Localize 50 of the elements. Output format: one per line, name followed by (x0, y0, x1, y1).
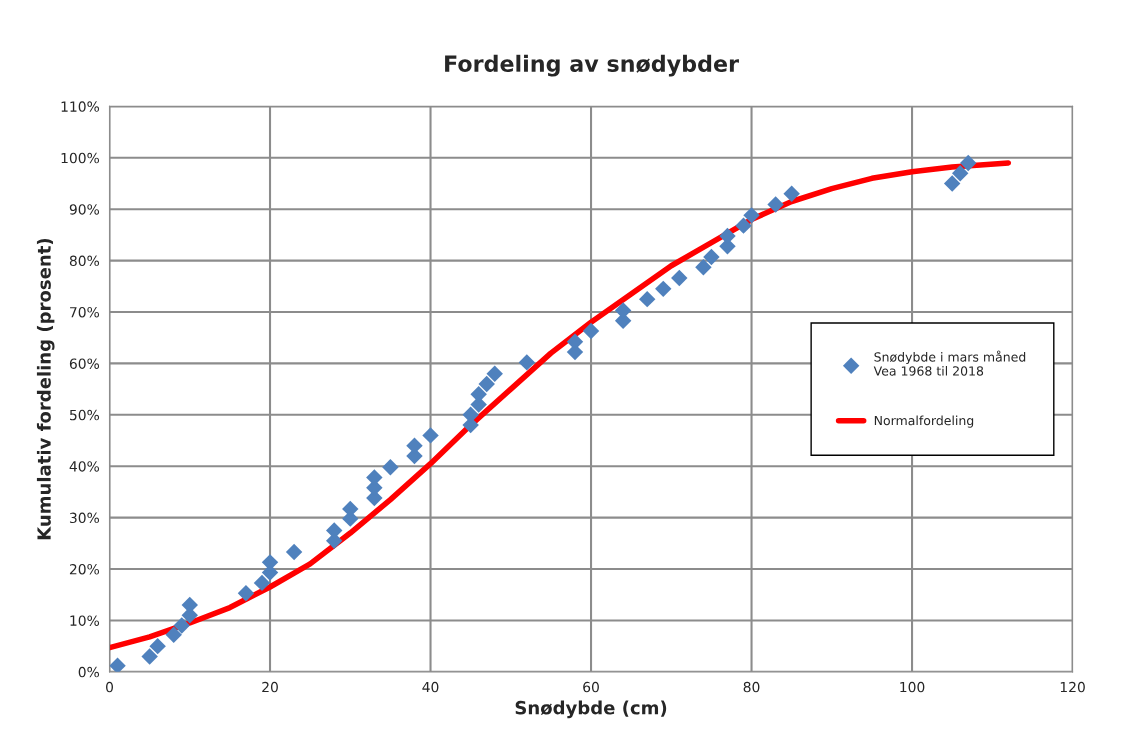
point (951, 165, 969, 182)
point (253, 574, 271, 592)
point (173, 617, 190, 634)
point (486, 365, 503, 382)
y-tick-label: 30% (69, 512, 100, 524)
point (671, 269, 688, 287)
x-tick-label: 120 (1060, 681, 1085, 693)
legend-label: Normalfordeling (874, 415, 974, 428)
y-axis-title: Kumulativ fordeling (prosent) (36, 238, 55, 540)
point (422, 427, 439, 444)
y-tick-label: 50% (69, 409, 100, 421)
y-tick-label: 80% (69, 255, 100, 267)
point (149, 637, 166, 655)
point (382, 459, 399, 476)
point (960, 154, 977, 172)
point (478, 375, 495, 393)
y-tick-label: 0% (78, 666, 100, 678)
x-tick-label: 60 (583, 681, 599, 693)
point (735, 217, 752, 234)
point (109, 657, 126, 672)
y-tick-label: 70% (70, 306, 100, 318)
point (165, 626, 182, 644)
x-tick-label: 100 (900, 681, 925, 693)
point (703, 248, 720, 266)
x-axis-title: Snødybde (cm) (515, 700, 667, 719)
point (285, 543, 303, 561)
y-tick-label: 110% (61, 101, 100, 112)
x-tick-label: 0 (106, 681, 114, 693)
point (767, 196, 784, 213)
point (141, 648, 158, 665)
point (695, 259, 712, 276)
y-tick-label: 60% (69, 358, 100, 369)
chart-title: Fordeling av snødybder (445, 54, 739, 77)
point (518, 354, 536, 371)
point (943, 175, 961, 192)
point (783, 185, 800, 202)
legend-label: Snødybde i mars måned Vea 1968 til 2018 (873, 350, 1026, 376)
point (638, 290, 656, 308)
y-tick-label: 90% (69, 204, 100, 215)
y-tick-label: 10% (70, 615, 100, 626)
y-tick-label: 100% (61, 152, 100, 164)
point (655, 280, 672, 298)
x-tick-label: 20 (262, 681, 278, 693)
y-tick-label: 20% (69, 563, 100, 575)
point (743, 207, 760, 224)
point (237, 584, 255, 602)
x-tick-label: 80 (743, 681, 760, 693)
x-tick-label: 40 (422, 681, 439, 693)
y-tick-label: 40% (69, 461, 100, 472)
point (582, 322, 600, 340)
